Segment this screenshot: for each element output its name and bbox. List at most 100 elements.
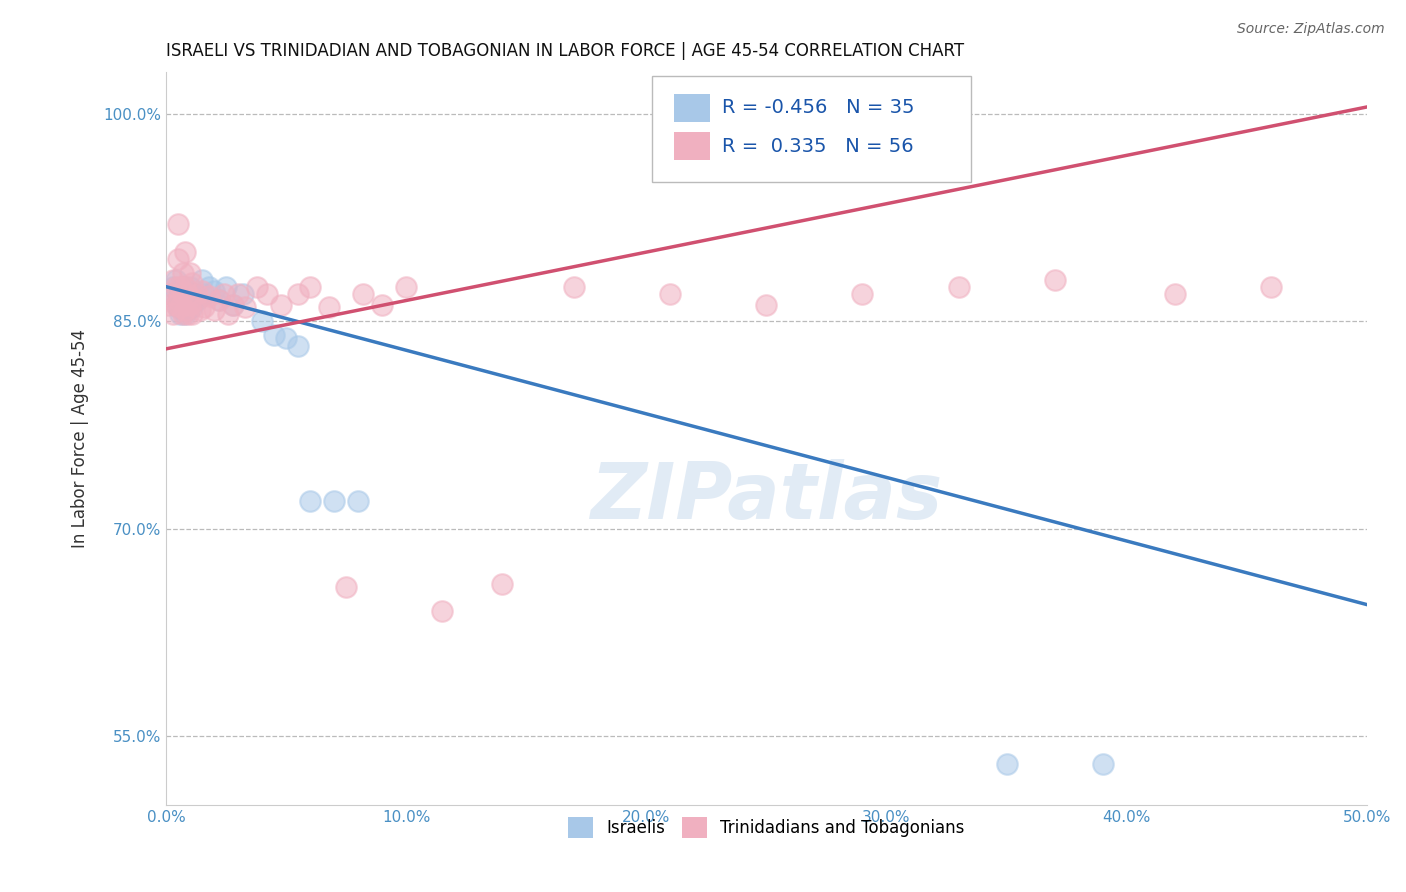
Point [176,284,198,298]
Point [395,279,418,293]
Point [193,286,215,301]
Point [172,279,194,293]
Point [430,605,453,619]
Point [179,298,201,312]
Point [167,293,190,308]
Point [165,298,187,312]
Point [169,307,191,321]
Point [165,273,187,287]
Text: ISRAELI VS TRINIDADIAN AND TOBAGONIAN IN LABOR FORCE | AGE 45-54 CORRELATION CHA: ISRAELI VS TRINIDADIAN AND TOBAGONIAN IN… [166,42,965,60]
Point [208,293,231,308]
Point [851,286,873,301]
Text: Source: ZipAtlas.com: Source: ZipAtlas.com [1237,22,1385,37]
Point [181,276,204,290]
Point [659,286,682,301]
Text: R =  0.335   N = 56: R = 0.335 N = 56 [721,136,914,156]
Point [246,279,269,293]
Point [174,307,197,321]
Point [318,301,340,315]
Point [222,298,245,312]
FancyBboxPatch shape [652,76,970,182]
Point [159,286,181,301]
Point [159,286,181,301]
Point [491,577,513,591]
Point [198,279,221,293]
Point [186,286,208,301]
Point [169,286,191,301]
Point [198,289,221,303]
Point [181,301,204,315]
Point [174,279,197,293]
Point [256,286,278,301]
Point [176,303,198,318]
Point [202,284,225,298]
Point [184,293,207,308]
Point [335,580,357,594]
Point [157,298,180,312]
Point [226,286,249,301]
Point [172,298,194,312]
FancyBboxPatch shape [673,94,710,121]
Point [270,298,292,312]
Point [191,284,214,298]
Point [179,266,201,280]
Point [167,301,190,315]
Point [179,279,201,293]
Text: R = -0.456   N = 35: R = -0.456 N = 35 [721,98,914,117]
Point [948,279,970,293]
Point [1163,286,1185,301]
Point [169,279,191,293]
Point [167,252,190,266]
Point [215,279,238,293]
Point [287,286,309,301]
Point [162,279,184,293]
Point [323,494,346,508]
Point [169,301,191,315]
Point [250,314,273,328]
Point [174,289,197,303]
Point [172,307,194,321]
Point [222,298,245,312]
Point [172,266,194,280]
Point [176,286,198,301]
Point [562,279,585,293]
Point [174,303,197,318]
Point [191,273,214,287]
Point [217,307,239,321]
Text: ZIPatlas: ZIPatlas [591,459,942,535]
Point [995,756,1018,771]
Legend: Israelis, Trinidadians and Tobagonians: Israelis, Trinidadians and Tobagonians [561,811,972,845]
Point [162,273,184,287]
Point [202,303,225,318]
Point [274,331,297,345]
Point [287,339,309,353]
Point [1043,273,1066,287]
Point [188,303,211,318]
Point [184,286,207,301]
Y-axis label: In Labor Force | Age 45-54: In Labor Force | Age 45-54 [72,329,89,549]
Point [232,286,254,301]
Point [176,307,198,321]
Point [167,218,190,232]
Point [1091,756,1114,771]
Point [299,494,322,508]
Point [352,286,374,301]
Point [1260,279,1282,293]
Point [193,301,215,315]
Point [212,286,235,301]
Point [263,328,285,343]
Point [179,298,201,312]
Point [186,293,208,308]
Point [165,279,187,293]
Point [347,494,370,508]
Point [167,293,190,308]
Point [162,307,184,321]
Point [371,298,394,312]
Point [181,307,204,321]
Point [172,286,194,301]
Point [174,245,197,260]
FancyBboxPatch shape [673,133,710,161]
Point [233,301,256,315]
Point [755,298,778,312]
Point [299,279,322,293]
